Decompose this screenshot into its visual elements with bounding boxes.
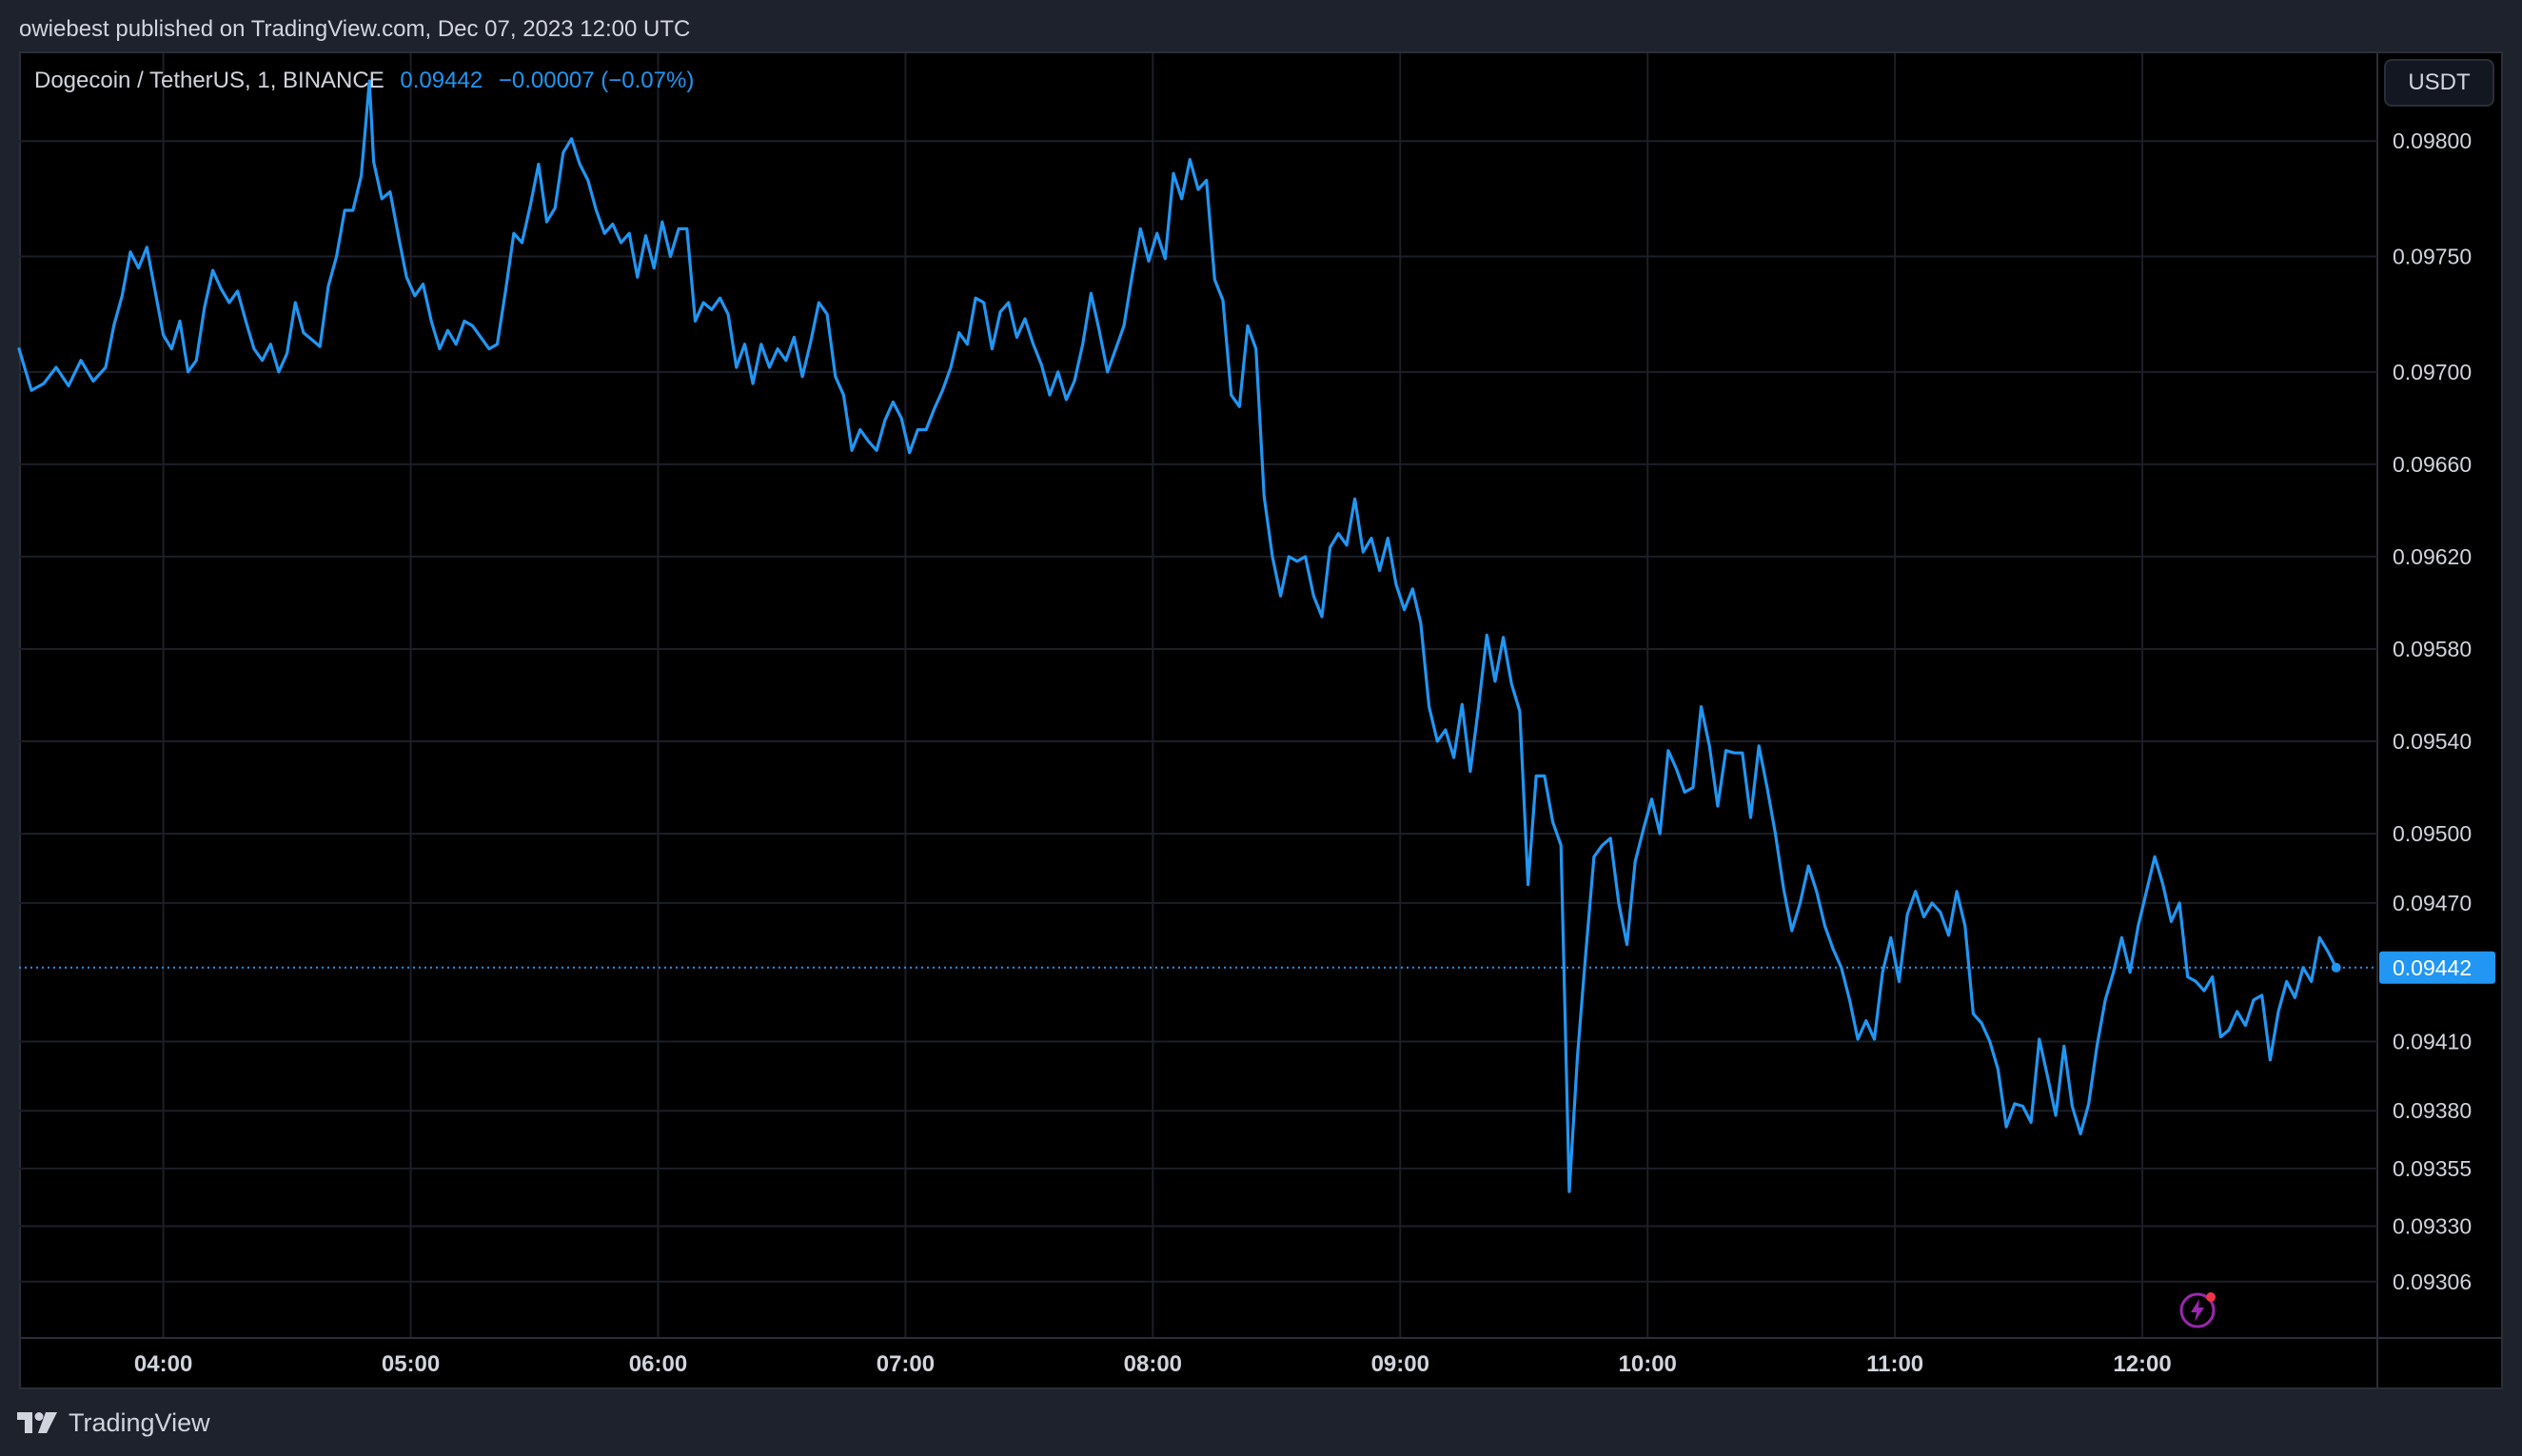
symbol-name[interactable]: Dogecoin / TetherUS, 1, BINANCE: [34, 68, 384, 93]
series-layer: [17, 79, 2338, 1193]
price-tick-label: 0.09620: [2393, 544, 2472, 569]
last-price-tag: [2379, 951, 2495, 984]
time-tick-label: 06:00: [629, 1351, 687, 1377]
price-tick-label: 0.09580: [2393, 637, 2472, 661]
time-tick-label: 11:00: [1866, 1351, 1923, 1377]
last-price-layer: 0.09442: [19, 951, 2495, 984]
time-tick-label: 10:00: [1619, 1351, 1677, 1377]
price-change: −0.00007 (−0.07%): [498, 68, 695, 93]
price-tick-label: 0.09540: [2393, 729, 2472, 754]
time-tick-label: 07:00: [877, 1351, 935, 1377]
time-tick-label: 08:00: [1124, 1351, 1182, 1377]
attribution-bar: owiebest published on TradingView.com, D…: [0, 0, 2522, 51]
last-price-value: 0.09442: [400, 68, 483, 93]
tradingview-brand[interactable]: TradingView: [17, 1407, 210, 1439]
time-tick-label: 12:00: [2113, 1351, 2171, 1377]
lightning-icon[interactable]: [2178, 1290, 2217, 1328]
price-tick-label: 0.09750: [2393, 245, 2472, 269]
price-tick-label: 0.09800: [2393, 128, 2472, 153]
price-tick-label: 0.09500: [2393, 821, 2472, 846]
last-price-dot: [2331, 962, 2341, 973]
price-tick-label: 0.09470: [2393, 891, 2472, 915]
time-tick-label: 04:00: [134, 1351, 192, 1377]
price-tick-label: 0.09306: [2393, 1269, 2472, 1294]
chart-frame[interactable]: [19, 51, 2503, 1389]
price-tick-label: 0.09330: [2393, 1214, 2472, 1239]
currency-label: USDT: [2408, 69, 2471, 95]
attribution-text: owiebest published on TradingView.com, D…: [19, 16, 691, 42]
brand-name: TradingView: [69, 1407, 210, 1437]
price-axis[interactable]: 0.09800 0.09750 0.09700 0.09660 0.09620 0.095…: [2393, 128, 2472, 1294]
price-tick-label: 0.09380: [2393, 1098, 2472, 1123]
price-tick-label: 0.09700: [2393, 360, 2472, 384]
last-price-tag-label: 0.09442: [2393, 955, 2472, 980]
currency-selector[interactable]: USDT: [2384, 59, 2494, 107]
time-tick-label: 09:00: [1371, 1351, 1429, 1377]
price-tick-label: 0.09355: [2393, 1156, 2472, 1181]
grid: [19, 53, 2501, 1387]
price-line: [17, 79, 2338, 1193]
time-tick-label: 05:00: [382, 1351, 440, 1377]
tradingview-logo-icon: [17, 1412, 57, 1433]
footer-bar: [0, 1389, 2522, 1456]
price-tick-label: 0.09660: [2393, 452, 2472, 477]
symbol-legend[interactable]: Dogecoin / TetherUS, 1, BINANCE 0.09442 …: [34, 67, 694, 95]
price-tick-label: 0.09410: [2393, 1029, 2472, 1053]
time-axis[interactable]: 04:00 05:00 06:00 07:00 08:00 09:00 10:00 11:00…: [134, 1351, 2172, 1377]
